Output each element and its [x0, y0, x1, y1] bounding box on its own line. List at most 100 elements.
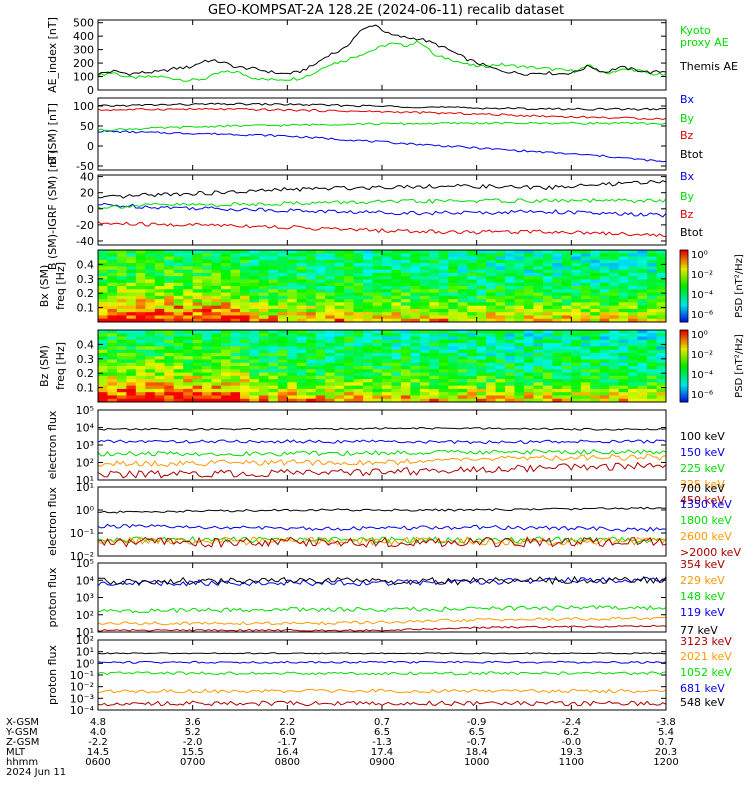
spectrogram-cell — [353, 382, 364, 387]
spectrogram-cell — [98, 250, 108, 254]
spectrogram-cell — [353, 266, 364, 271]
spectrogram-cell — [391, 398, 402, 403]
spectrogram-cell — [268, 266, 279, 271]
spectrogram-cell — [315, 289, 326, 293]
spectrogram-cell — [571, 395, 582, 400]
spectrogram-cell — [126, 266, 137, 271]
legend-entry: 1052 keV — [680, 666, 732, 679]
spectrogram-cell — [306, 359, 317, 364]
spectrogram-cell — [438, 318, 449, 323]
spectrogram-cell — [590, 379, 601, 383]
spectrogram-cell — [154, 256, 165, 261]
spectrogram-cell — [495, 330, 506, 334]
spectrogram-cell — [429, 385, 440, 390]
spectrogram-cell — [476, 272, 487, 277]
spectrogram-cell — [230, 346, 241, 351]
spectrogram-cell — [325, 339, 336, 344]
spectrogram-cell — [495, 395, 506, 400]
spectrogram-cell — [277, 356, 288, 360]
spectrogram-cell — [249, 299, 260, 303]
spectrogram-cell — [542, 292, 553, 297]
spectrogram-cell — [306, 259, 317, 264]
spectrogram-cell — [173, 369, 184, 373]
spectrogram-cell — [107, 299, 118, 303]
legend-entry: 325 keV — [680, 478, 725, 491]
spectrogram-cell — [476, 286, 487, 290]
spectrogram-cell — [448, 382, 459, 387]
spectrogram-cell — [457, 379, 468, 383]
spectrogram-cell — [98, 266, 108, 271]
spectrogram-cell — [249, 330, 260, 334]
spectrogram-cell — [363, 312, 373, 316]
spectrogram-cell — [533, 359, 544, 364]
spectrogram-cell — [533, 289, 544, 293]
spectrogram-cell — [637, 269, 648, 274]
spectrogram-cell — [429, 330, 440, 334]
spectrogram-cell — [107, 372, 118, 377]
spectrogram-cell — [202, 366, 212, 370]
spectrogram-cell — [192, 369, 203, 373]
spectrogram-cell — [637, 385, 648, 390]
spectrogram-cell — [173, 299, 184, 303]
spectrogram-cell — [505, 318, 515, 323]
spectrogram-cell — [334, 379, 345, 383]
spectrogram-cell — [202, 266, 212, 271]
colorbar-step — [680, 259, 688, 262]
spectrogram-cell — [287, 385, 298, 390]
spectrogram-cell — [296, 266, 307, 271]
spectrogram-cell — [505, 330, 515, 334]
spectrogram-cell — [561, 269, 572, 274]
spectrogram-cell — [258, 392, 269, 396]
spectrogram-cell — [116, 356, 127, 360]
spectrogram-cell — [164, 279, 175, 284]
spectrogram-cell — [154, 272, 165, 277]
spectrogram-cell — [306, 375, 317, 380]
spectrogram-cell — [372, 392, 383, 396]
spectrogram-cell — [296, 282, 307, 287]
spectrogram-cell — [372, 379, 383, 383]
spectrogram-cell — [192, 276, 203, 280]
spectrogram-cell — [552, 392, 563, 396]
colorbar-step — [680, 362, 688, 365]
spectrogram-cell — [400, 256, 411, 261]
spectrogram-cell — [240, 330, 250, 334]
spectrogram-cell — [202, 343, 212, 347]
spectrogram-cell — [98, 379, 108, 383]
spectrogram-cell — [505, 395, 515, 400]
spectrogram-cell — [173, 336, 184, 341]
spectrogram-cell — [590, 382, 601, 387]
spectrogram-cell — [202, 259, 212, 264]
spectrogram-cell — [533, 292, 544, 297]
spectrogram-cell — [98, 295, 108, 300]
spectrogram-cell — [533, 379, 544, 383]
y-tick-label: 20 — [80, 187, 94, 200]
spectrogram-cell — [419, 330, 430, 334]
spectrogram-cell — [457, 253, 468, 257]
spectrogram-cell — [296, 305, 307, 310]
spectrogram-cell — [438, 259, 449, 264]
spectrogram-cell — [656, 336, 667, 341]
spectrogram-cell — [486, 369, 496, 373]
spectrogram-cell — [287, 263, 298, 267]
spectrogram-cell — [287, 336, 298, 341]
spectrogram-cell — [561, 253, 572, 257]
spectrogram-cell — [249, 392, 260, 396]
spectrogram-cell — [363, 279, 373, 284]
spectrogram-cell — [116, 330, 127, 334]
spectrogram-cell — [486, 269, 496, 274]
spectrogram-cell — [306, 292, 317, 297]
colorbar-label: PSD [nT²/Hz] — [734, 254, 745, 318]
spectrogram-cell — [135, 352, 146, 357]
spectrogram-cell — [552, 379, 563, 383]
spectrogram-cell — [400, 315, 411, 320]
spectrogram-cell — [495, 379, 506, 383]
spectrogram-cell — [164, 352, 175, 357]
spectrogram-cell — [476, 308, 487, 313]
spectrogram-cell — [325, 349, 336, 354]
y-axis-label: electron flux — [46, 410, 59, 479]
spectrogram-cell — [580, 295, 591, 300]
spectrogram-cell — [467, 256, 478, 261]
spectrogram-cell — [164, 379, 175, 383]
spectrogram-cell — [486, 299, 496, 303]
spectrogram-cell — [438, 269, 449, 274]
